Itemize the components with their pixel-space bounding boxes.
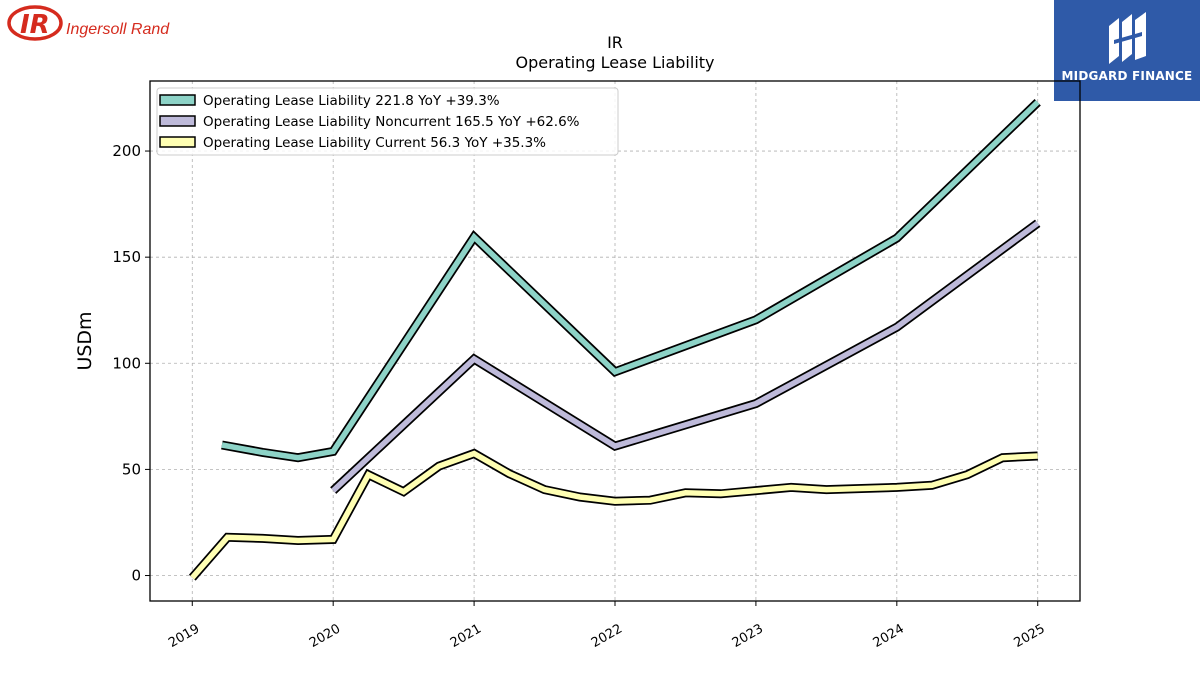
series-lines	[188, 98, 1041, 581]
y-tick-label: 150	[112, 248, 141, 266]
x-tick-label: 2021	[448, 621, 484, 651]
x-tick-label: 2023	[730, 621, 766, 651]
legend-label: Operating Lease Liability Current 56.3 Y…	[203, 135, 546, 151]
series-line	[331, 220, 1040, 493]
chart-title: IR	[607, 33, 623, 52]
y-axis: 0 50 100 150 200	[112, 142, 150, 585]
legend-label: Operating Lease Liability Noncurrent 165…	[203, 114, 580, 130]
legend: Operating Lease Liability 221.8 YoY +39.…	[156, 87, 619, 156]
chart-subtitle: Operating Lease Liability	[515, 53, 714, 72]
legend-box	[156, 87, 619, 156]
x-axis: 2019 2020 2021 2022 2023 2024 2025	[166, 601, 1048, 651]
series-operating-lease-liability-noncurrent	[330, 219, 1041, 494]
y-axis-label: USDm	[74, 311, 96, 370]
series-line	[190, 450, 1038, 580]
legend-label: Operating Lease Liability 221.8 YoY +39.…	[203, 93, 500, 109]
midgard-finance-logo: MIDGARD FINANCE	[1054, 0, 1200, 101]
legend-swatch	[159, 94, 196, 106]
legend-swatch	[159, 115, 196, 127]
x-tick-label: 2025	[1012, 621, 1048, 651]
x-tick-label: 2022	[589, 621, 625, 651]
midgard-finance-text: MIDGARD FINANCE	[1061, 69, 1193, 83]
series-outline	[330, 219, 1041, 494]
legend-swatch	[159, 136, 196, 148]
y-tick-label: 200	[112, 142, 141, 160]
x-tick-label: 2019	[166, 621, 202, 651]
series-operating-lease-liability-current	[188, 448, 1038, 581]
x-tick-label: 2020	[307, 621, 343, 651]
series-operating-lease-liability	[221, 98, 1041, 463]
grid-lines	[150, 81, 1080, 601]
series-line	[221, 100, 1040, 461]
y-tick-label: 50	[122, 460, 141, 478]
logo-brand-text: Ingersoll Rand	[66, 21, 170, 38]
x-tick-label: 2024	[871, 621, 907, 651]
ingersoll-rand-logo: IR Ingersoll Rand	[6, 4, 176, 48]
series-outline	[221, 98, 1041, 463]
midgard-emblem-icon	[1109, 12, 1146, 64]
logo-mark-text: IR	[20, 10, 50, 40]
y-tick-label: 100	[112, 354, 141, 372]
y-tick-label: 0	[131, 567, 141, 585]
